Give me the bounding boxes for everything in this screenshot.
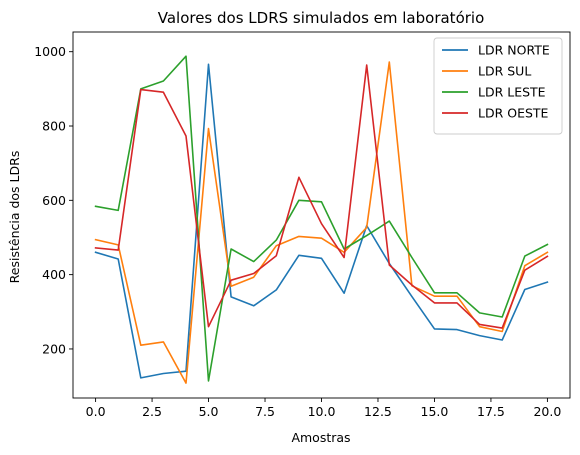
y-tick-label: 600 <box>42 193 66 208</box>
x-axis-label: Amostras <box>291 430 350 445</box>
x-tick-label: 7.5 <box>255 404 275 419</box>
legend-box <box>433 37 563 135</box>
x-tick-label: 20.0 <box>533 404 561 419</box>
chart-title: Valores dos LDRS simulados em laboratóri… <box>158 9 485 27</box>
legend-label-4: LDR OESTE <box>478 106 549 121</box>
x-axis-ticks: 0.0 2.5 5.0 7.5 10.0 12.5 15.0 17.5 20.0 <box>86 398 561 419</box>
series-line-4 <box>94 64 549 329</box>
y-axis-label: Resistência dos LDRs <box>7 151 22 284</box>
legend-label-2: LDR SUL <box>478 64 531 79</box>
y-tick-label: 200 <box>42 341 66 356</box>
x-tick-label: 0.0 <box>86 404 106 419</box>
x-tick-label: 15.0 <box>421 404 449 419</box>
x-tick-label: 17.5 <box>477 404 505 419</box>
series-line-3 <box>94 55 549 382</box>
series-line-1 <box>94 63 549 379</box>
y-tick-label: 800 <box>42 119 66 134</box>
y-axis-ticks: 200 400 600 800 1000 <box>34 44 73 356</box>
x-tick-label: 12.5 <box>364 404 392 419</box>
x-tick-label: 5.0 <box>199 404 219 419</box>
y-tick-label: 400 <box>42 267 66 282</box>
legend-label-1: LDR NORTE <box>478 43 550 58</box>
y-tick-label: 1000 <box>34 44 66 59</box>
x-tick-label: 2.5 <box>142 404 162 419</box>
x-tick-label: 10.0 <box>308 404 336 419</box>
legend-label-3: LDR LESTE <box>478 85 546 100</box>
legend: LDR NORTE LDR SUL LDR LESTE LDR OESTE <box>433 37 563 135</box>
